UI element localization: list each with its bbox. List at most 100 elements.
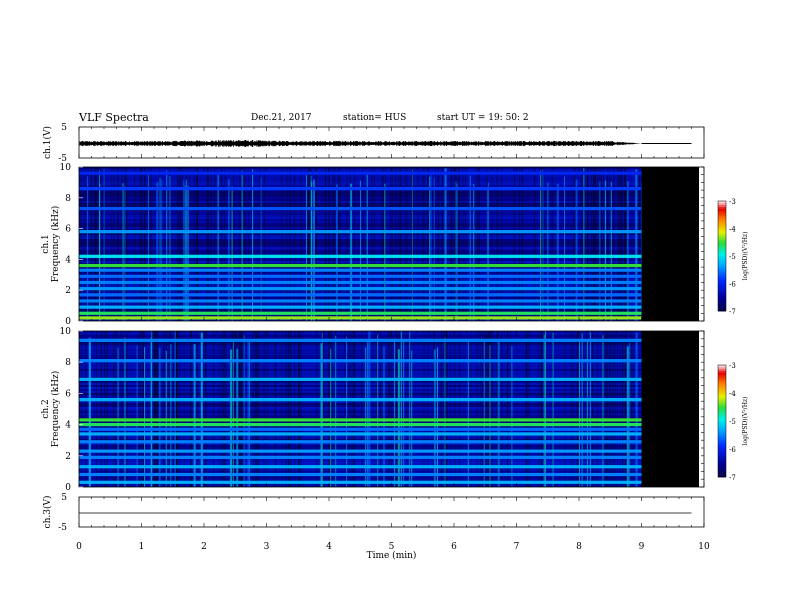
frequency-band-3-4khz	[79, 432, 642, 436]
spectral-dark-column	[163, 331, 165, 487]
spectral-dark-column	[239, 167, 241, 321]
colorbar-segment	[718, 452, 726, 455]
spectral-dark-column	[576, 331, 578, 487]
spectral-dark-column	[381, 167, 383, 321]
spectral-dark-column	[156, 331, 158, 487]
colorbar-segment	[718, 228, 726, 231]
colorbar-segment	[718, 250, 726, 253]
spectral-dark-column	[445, 331, 447, 487]
spectral-dark-column	[309, 167, 311, 321]
spectral-dark-column	[423, 331, 425, 487]
colorbar-segment	[718, 237, 726, 240]
frequency-band-2-5khz	[79, 280, 642, 285]
spectral-impulse-line	[400, 331, 402, 487]
y-tick-label: -5	[58, 154, 67, 164]
x-axis-label: Time (min)	[367, 550, 417, 561]
spectral-impulse-line	[366, 173, 368, 321]
colorbar-segment	[718, 256, 726, 259]
spectral-texture-row	[79, 431, 642, 433]
colorbar-tick-label: -7	[729, 308, 736, 316]
ch2-spectrogram-panel	[78, 330, 705, 488]
colorbar-segment	[718, 208, 726, 211]
colorbar-segment	[718, 276, 726, 279]
ch1-colorbar	[717, 200, 727, 312]
spectral-texture-row	[79, 179, 642, 181]
colorbar-segment	[718, 210, 726, 213]
x-tick-label: 4	[326, 542, 332, 552]
colorbar-segment	[718, 267, 726, 270]
spectral-dark-column	[121, 167, 123, 321]
spectral-dark-column	[570, 331, 572, 487]
colorbar-segment	[718, 307, 726, 310]
spectral-dark-column	[81, 331, 83, 487]
spectral-dark-column	[639, 167, 641, 321]
spectral-dark-column	[598, 167, 600, 321]
spectral-impulse-line	[542, 169, 544, 321]
colorbar-segment	[718, 469, 726, 472]
colorbar-segment	[718, 463, 726, 467]
colorbar-segment	[718, 283, 726, 286]
spectral-dark-column	[275, 331, 277, 487]
spectral-dark-column	[396, 331, 398, 487]
spectral-dark-column	[614, 331, 616, 487]
spectral-dark-column	[339, 167, 341, 321]
spectral-dark-column	[525, 331, 527, 487]
ch2-no-data-region	[641, 331, 699, 487]
spectral-impulse-line	[335, 184, 338, 321]
spectral-dark-column	[487, 331, 489, 487]
ch1-waveform-trace	[79, 140, 641, 147]
colorbar-segment	[718, 400, 726, 403]
x-tick-label: 2	[201, 542, 207, 552]
spectral-dark-column	[206, 167, 208, 321]
spectral-dark-column	[592, 331, 594, 487]
spectral-dark-column	[117, 167, 119, 321]
spectral-dark-column	[100, 167, 102, 321]
colorbar-segment	[718, 292, 726, 295]
spectral-texture-row	[79, 381, 642, 383]
spectral-dark-column	[353, 331, 355, 487]
spectral-dark-column	[177, 167, 179, 321]
spectral-dark-column	[491, 167, 493, 321]
colorbar-segment	[718, 381, 726, 385]
spectral-impulse-line	[635, 169, 638, 321]
colorbar-segment	[718, 212, 726, 215]
spectral-dark-column	[117, 167, 119, 321]
spectral-dark-column	[221, 167, 223, 321]
colorbar-segment	[718, 441, 726, 444]
spectral-impulse-line	[436, 347, 438, 487]
spectral-dark-column	[169, 331, 171, 487]
spectral-dark-column	[478, 167, 480, 321]
spectral-dark-column	[106, 331, 108, 487]
spectral-impulse-line	[124, 337, 126, 487]
spectral-impulse-line	[455, 180, 457, 321]
spectral-dark-column	[213, 331, 215, 487]
colorbar-segment	[718, 298, 726, 301]
spectral-dark-column	[256, 331, 258, 487]
spectral-dark-column	[391, 331, 393, 487]
colorbar-segment	[718, 252, 726, 255]
spectral-texture-row	[79, 401, 642, 403]
spectral-dark-column	[609, 167, 611, 321]
spectral-texture-row	[79, 483, 642, 485]
spectral-impulse-line	[183, 180, 185, 321]
colorbar-segment	[718, 245, 726, 248]
spectral-dark-column	[328, 331, 330, 487]
spectral-dark-column	[395, 167, 397, 321]
spectral-dark-column	[587, 167, 589, 321]
spectral-impulse-line	[602, 334, 604, 487]
spectral-dark-column	[573, 167, 575, 321]
spectral-dark-column	[263, 167, 265, 321]
colorbar-tick-label: -7	[729, 474, 736, 482]
spectral-dark-column	[180, 167, 182, 321]
spectral-impulse-line	[367, 341, 369, 487]
spectral-texture-row	[79, 435, 642, 437]
spectral-dark-column	[219, 331, 221, 487]
spectral-impulse-line	[394, 338, 396, 487]
spectral-texture-row	[79, 343, 642, 345]
spectral-texture-row	[79, 341, 642, 343]
spectral-dark-column	[521, 167, 523, 321]
spectral-dark-column	[323, 331, 325, 487]
spectral-dark-column	[605, 331, 607, 487]
spectral-dark-column	[140, 167, 142, 321]
chart-title: VLF Spectra	[79, 111, 149, 124]
